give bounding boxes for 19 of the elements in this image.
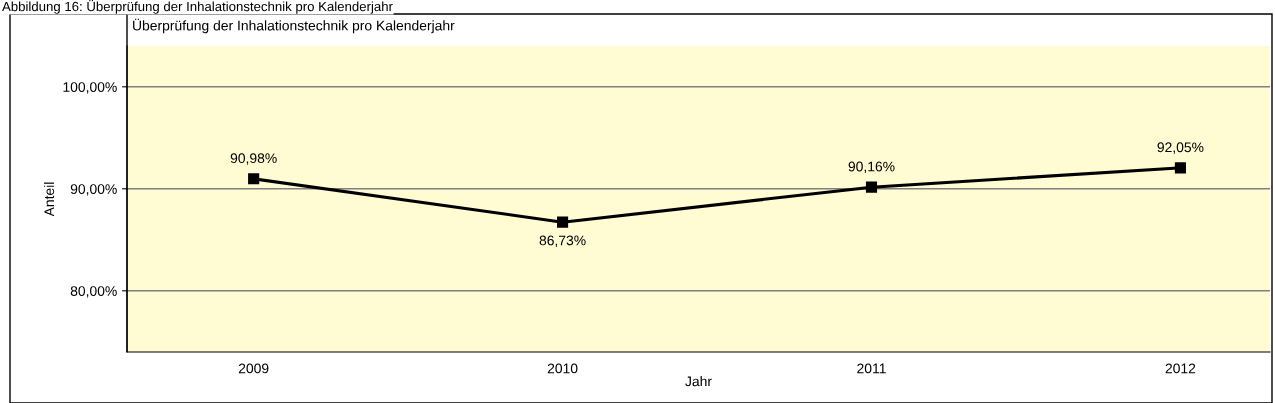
text: 92,05% — [1157, 142, 1204, 154]
y-tick-label: 90,00% — [70, 184, 117, 196]
point — [865, 181, 878, 193]
y-tick-label: 100,00% — [63, 82, 117, 94]
point — [248, 173, 260, 185]
text: 90,98% — [230, 153, 277, 165]
point — [557, 216, 569, 228]
x-axis-title: Jahr — [685, 376, 712, 387]
x-tick-label: 2011 — [857, 363, 886, 374]
chart-title: Überprüfung der Inhalationstechnik pro Kalenderjahr — [133, 18, 455, 34]
x-tick-label: 2010 — [547, 363, 578, 374]
point — [1174, 162, 1186, 174]
text: 86,73% — [539, 235, 586, 247]
text: Abbildung 16: Überprüfung der Inhalationstechnik pro Kalenderjahr — [2, 0, 393, 14]
y-axis-title: Anteil — [43, 182, 55, 217]
x-tick-label: 2012 — [1165, 363, 1196, 374]
x-tick-label: 2009 — [238, 363, 269, 374]
text: 90,16% — [848, 161, 895, 174]
y-tick-label: 80,00% — [70, 286, 117, 298]
